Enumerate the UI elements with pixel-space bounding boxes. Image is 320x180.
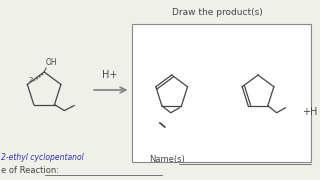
Text: Draw the product(s): Draw the product(s): [172, 8, 263, 17]
Text: +H: +H: [302, 107, 317, 117]
Text: e of Reaction:: e of Reaction:: [1, 166, 59, 175]
Text: Name(s): Name(s): [149, 155, 185, 164]
Text: H+: H+: [102, 70, 117, 80]
Text: 2-ethyl cyclopentanol: 2-ethyl cyclopentanol: [1, 153, 84, 162]
Text: 2: 2: [28, 77, 33, 84]
Text: OH: OH: [46, 58, 58, 67]
FancyBboxPatch shape: [132, 24, 311, 162]
